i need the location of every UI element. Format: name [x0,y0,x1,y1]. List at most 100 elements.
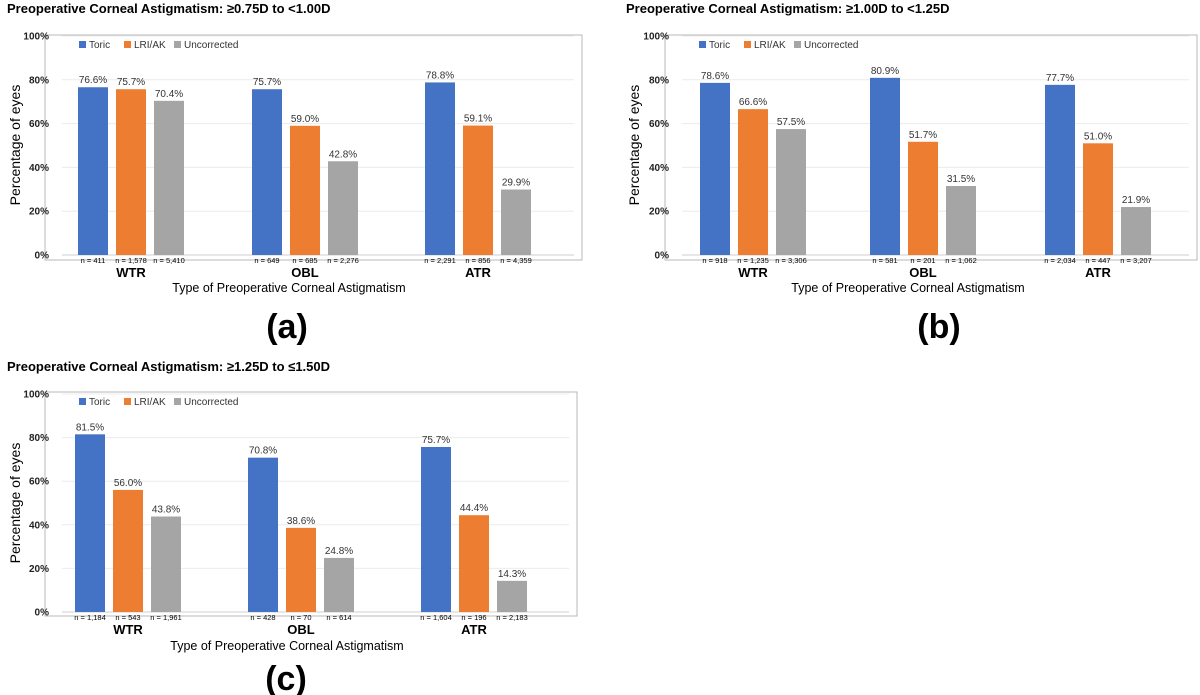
chart-panel-a: Preoperative Corneal Astigmatism: ≥0.75D… [7,1,583,346]
legend-swatch-toric [79,41,86,48]
legend-label-lri-ak: LRI/AK [134,397,166,408]
sample-size-label: n = 2,034 [1044,256,1076,265]
data-label: 80.9% [871,66,899,77]
sample-size-label: n = 3,306 [775,256,807,265]
x-axis-label: Type of Preoperative Corneal Astigmatism [172,281,405,295]
data-label: 81.5% [76,422,104,433]
sample-size-label: n = 5,410 [153,256,185,265]
data-label: 57.5% [777,117,805,128]
sample-size-label: n = 447 [1085,256,1110,265]
sample-size-label: n = 3,207 [1120,256,1152,265]
data-label: 59.1% [464,114,492,125]
legend-swatch-lri-ak [124,398,131,405]
y-tick-label: 40% [29,163,49,174]
legend-label-uncorrected: Uncorrected [184,40,238,51]
legend-swatch-uncorrected [794,41,801,48]
data-label: 75.7% [117,77,145,88]
chart-title: Preoperative Corneal Astigmatism: ≥1.00D… [626,1,949,16]
data-label: 21.9% [1122,195,1150,206]
y-axis-label: Percentage of eyes [626,85,642,206]
legend-label-lri-ak: LRI/AK [134,40,166,51]
bar-lri-ak-atr [459,515,489,612]
y-tick-label: 0% [35,251,50,262]
bar-toric-atr [421,446,451,612]
sample-size-label: n = 4,359 [500,256,532,265]
bar-lri-ak-atr [1083,143,1113,255]
legend-swatch-uncorrected [174,398,181,405]
sample-size-label: n = 2,276 [327,256,359,265]
y-tick-label: 40% [649,163,669,174]
bar-uncorrected-wtr [776,129,806,255]
legend-label-uncorrected: Uncorrected [804,40,858,51]
y-tick-label: 0% [35,608,50,619]
sample-size-label: n = 2,291 [424,256,456,265]
sample-size-label: n = 201 [910,256,935,265]
panel-label: (a) [266,308,308,346]
legend-swatch-uncorrected [174,41,181,48]
sample-size-label: n = 1,184 [74,613,106,622]
y-tick-label: 40% [29,520,49,531]
sample-size-label: n = 581 [872,256,897,265]
x-axis-label: Type of Preoperative Corneal Astigmatism [170,639,403,653]
sample-size-label: n = 2,183 [496,613,528,622]
bar-uncorrected-obl [324,557,354,612]
y-tick-label: 80% [29,433,49,444]
x-tick-label: ATR [465,265,491,280]
bar-toric-obl [248,457,278,612]
bar-lri-ak-obl [908,141,938,255]
bar-toric-wtr [75,434,105,612]
y-tick-label: 100% [643,32,669,43]
bar-uncorrected-atr [497,580,527,612]
panel-label: (c) [265,660,307,695]
sample-size-label: n = 196 [461,613,486,622]
data-label: 29.9% [502,178,530,189]
y-tick-label: 100% [23,32,49,43]
bar-toric-obl [252,89,282,255]
bar-toric-wtr [78,87,108,255]
x-tick-label: ATR [1085,265,1111,280]
data-label: 51.7% [909,130,937,141]
data-label: 66.6% [739,97,767,108]
data-label: 42.8% [329,149,357,160]
sample-size-label: n = 70 [290,613,311,622]
bar-lri-ak-wtr [113,489,143,612]
bar-lri-ak-atr [463,125,493,255]
y-tick-label: 80% [29,75,49,86]
sample-size-label: n = 1,604 [420,613,452,622]
bar-lri-ak-obl [290,125,320,255]
y-axis-label: Percentage of eyes [7,85,23,206]
y-tick-label: 20% [29,564,49,575]
bar-lri-ak-wtr [738,109,768,256]
x-tick-label: OBL [909,265,937,280]
sample-size-label: n = 1,961 [150,613,182,622]
panel-label: (b) [917,308,960,346]
data-label: 56.0% [114,478,142,489]
data-label: 24.8% [325,546,353,557]
data-label: 78.6% [701,71,729,82]
x-tick-label: OBL [287,622,315,637]
bar-uncorrected-obl [946,186,976,255]
legend-label-toric: Toric [89,40,110,51]
bar-lri-ak-wtr [116,89,146,255]
chart-title: Preoperative Corneal Astigmatism: ≥1.25D… [7,359,330,374]
y-tick-label: 60% [649,119,669,130]
bar-uncorrected-atr [501,189,531,255]
bar-toric-wtr [700,82,730,255]
bar-uncorrected-atr [1121,207,1151,255]
y-tick-label: 20% [29,207,49,218]
sample-size-label: n = 543 [115,613,140,622]
y-axis-label: Percentage of eyes [7,443,23,564]
x-tick-label: WTR [116,265,146,280]
chart-panel-b: Preoperative Corneal Astigmatism: ≥1.00D… [626,1,1198,346]
legend-swatch-lri-ak [124,41,131,48]
x-tick-label: ATR [461,622,487,637]
bar-toric-obl [870,77,900,255]
data-label: 75.7% [253,77,281,88]
sample-size-label: n = 649 [254,256,279,265]
bar-uncorrected-wtr [154,100,184,255]
bar-toric-atr [425,82,455,255]
x-tick-label: WTR [738,265,768,280]
legend-label-toric: Toric [89,397,110,408]
data-label: 31.5% [947,174,975,185]
